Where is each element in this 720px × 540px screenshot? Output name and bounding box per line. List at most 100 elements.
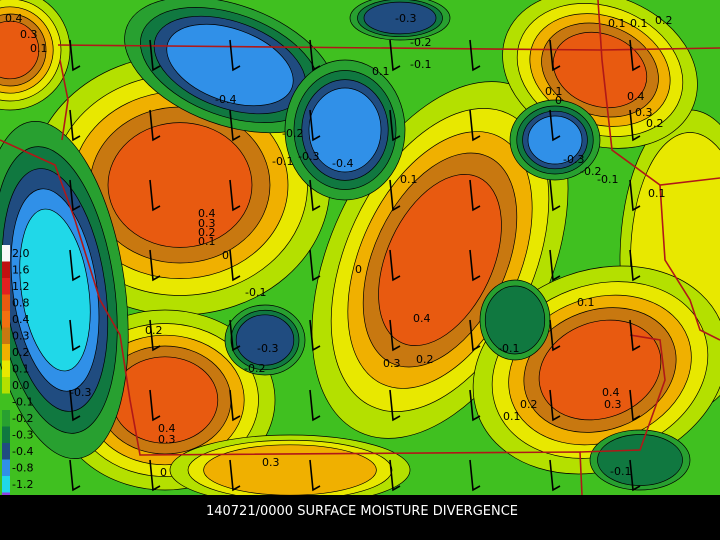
- contour-label: -0.2: [580, 165, 601, 178]
- wind-barb: [549, 109, 561, 142]
- wind-barb: [549, 319, 561, 352]
- colorbar-swatch: [2, 311, 10, 328]
- contour-label: 0.3: [262, 456, 280, 469]
- colorbar: 2.0 1.6 1.2 0.8 0.4 0.3 0.2 0.1 0.0 -0.1 -0.2 -0.3 -…: [2, 245, 33, 513]
- contour-label: 0: [160, 466, 167, 479]
- wind-barb: [549, 179, 561, 212]
- wind-barb: [229, 249, 241, 282]
- contour-label: 0.4: [5, 12, 23, 25]
- colorbar-swatch: [2, 393, 10, 410]
- contour-label: 0.1: [630, 17, 648, 30]
- contour-label: 0.1: [30, 42, 48, 55]
- wind-barb: [229, 459, 241, 492]
- wind-barb: [69, 459, 81, 492]
- contour-label: 0: [355, 263, 362, 276]
- wind-barb: [629, 459, 641, 492]
- contour-label: 0.1: [545, 85, 563, 98]
- contour-label: 0.4: [602, 386, 620, 399]
- wind-barb: [549, 459, 561, 492]
- wind-barb: [629, 389, 641, 422]
- contour-band: [0, 20, 40, 80]
- wind-barb: [629, 109, 641, 142]
- wind-barb: [309, 319, 321, 352]
- wind-barb: [149, 249, 161, 282]
- contour-label: 0.1: [400, 173, 418, 186]
- colorbar-label: 0.3: [12, 330, 30, 343]
- wind-barb: [469, 39, 481, 72]
- contour-band: [484, 285, 546, 355]
- border: [57, 44, 720, 51]
- colorbar-swatch: [2, 377, 10, 394]
- wind-barb: [469, 249, 481, 282]
- contour-label: 0.3: [383, 357, 401, 370]
- contour-label: 0.1: [503, 410, 521, 423]
- wind-barb: [469, 319, 481, 352]
- contour-band: [308, 87, 382, 173]
- colorbar-label: -0.8: [12, 462, 33, 475]
- wind-barb: [389, 249, 401, 282]
- contour-band: [597, 434, 683, 486]
- wind-barb: [69, 179, 81, 212]
- contour-label: 0.1: [608, 17, 626, 30]
- border: [59, 59, 69, 141]
- contour-label: -0.1: [272, 155, 293, 168]
- wind-barb: [229, 179, 241, 212]
- caption: 140721/0000 SURFACE MOISTURE DIVERGENCE: [206, 504, 518, 519]
- caption-strip: [0, 495, 720, 540]
- state-borders: [0, 0, 720, 496]
- contour-label: 0: [555, 94, 562, 107]
- colorbar-swatch: [2, 476, 10, 493]
- contour-band: [19, 208, 91, 372]
- contour-band: [166, 23, 294, 107]
- border: [597, 0, 720, 186]
- colorbar-label: 1.6: [12, 264, 30, 277]
- border: [659, 184, 720, 341]
- contour-label: 0.4: [627, 90, 645, 103]
- wind-barb: [469, 179, 481, 212]
- wind-barb: [309, 459, 321, 492]
- wind-barb: [149, 319, 161, 352]
- colorbar-swatch: [2, 278, 10, 295]
- contour-band: [235, 314, 295, 366]
- contour-label: 0.3: [20, 28, 38, 41]
- colorbar-swatch: [2, 344, 10, 361]
- colorbar-label: -0.3: [12, 429, 33, 442]
- contour-label: -0.3: [395, 12, 416, 25]
- colorbar-label: -1.2: [12, 478, 33, 491]
- contour-label: -0.4: [215, 93, 236, 106]
- wind-barb: [309, 389, 321, 422]
- wind-barb: [69, 249, 81, 282]
- wind-barb: [69, 109, 81, 142]
- wind-barb: [389, 389, 401, 422]
- contour-label: -0.1: [597, 173, 618, 186]
- colorbar-label: -0.4: [12, 445, 33, 458]
- contour-label: 0.4: [158, 422, 176, 435]
- contour-label: 0.4: [413, 312, 431, 325]
- contour-band: [107, 122, 253, 248]
- colorbar-swatch: [2, 294, 10, 311]
- contour-label: 0.2: [655, 14, 673, 27]
- border: [579, 334, 666, 453]
- contour-label: -0.3: [563, 153, 584, 166]
- colorbar-label: -0.1: [12, 396, 33, 409]
- contour-label: -0.1: [245, 286, 266, 299]
- contour-label: 0.2: [198, 226, 216, 239]
- wind-barb: [229, 39, 241, 72]
- contour-label: -0.3: [257, 342, 278, 355]
- colorbar-swatch: [2, 261, 10, 278]
- contour-band: [203, 444, 377, 496]
- colorbar-swatch: [2, 410, 10, 427]
- contour-label: 0.4: [198, 207, 216, 220]
- colorbar-swatch: [2, 360, 10, 377]
- contour-label: 0.1: [198, 235, 216, 248]
- contour-label: 0.1: [372, 65, 390, 78]
- colorbar-label: 1.2: [12, 280, 30, 293]
- contour-label: -0.1: [498, 342, 519, 355]
- contour-band: [378, 174, 502, 346]
- wind-barb: [389, 459, 401, 492]
- wind-barb: [149, 39, 161, 72]
- wind-barb: [469, 109, 481, 142]
- wind-barb: [309, 179, 321, 212]
- contour-label: 0.3: [198, 217, 216, 230]
